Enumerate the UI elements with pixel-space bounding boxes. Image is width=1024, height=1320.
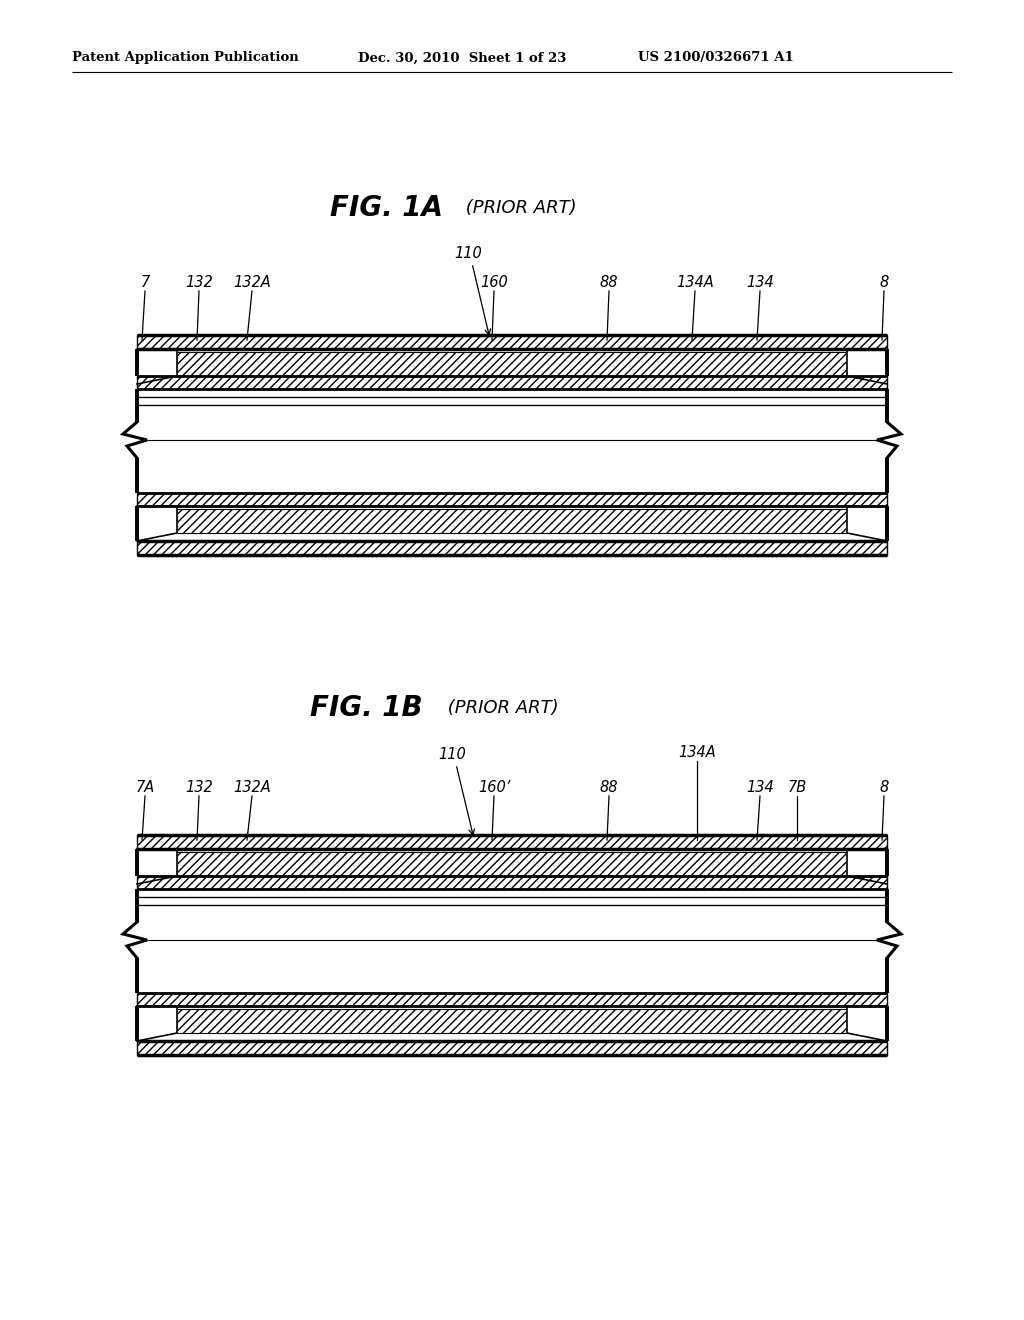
Bar <box>177 352 847 376</box>
Text: 132A: 132A <box>233 275 271 290</box>
Polygon shape <box>847 849 887 884</box>
Bar <box>137 993 887 1006</box>
Text: FIG. 1B: FIG. 1B <box>310 694 423 722</box>
Text: 160: 160 <box>480 275 508 290</box>
Bar <box>177 851 847 876</box>
Text: US 2100/0326671 A1: US 2100/0326671 A1 <box>638 51 794 65</box>
Text: 132: 132 <box>185 275 213 290</box>
Bar <box>137 1006 887 1034</box>
Bar <box>137 348 887 376</box>
Text: (PRIOR ART): (PRIOR ART) <box>442 700 559 717</box>
Text: 134A: 134A <box>678 744 716 760</box>
Text: Patent Application Publication: Patent Application Publication <box>72 51 299 65</box>
Bar <box>137 492 887 506</box>
Polygon shape <box>137 1006 177 1041</box>
Text: 134: 134 <box>746 780 774 795</box>
Text: Dec. 30, 2010  Sheet 1 of 23: Dec. 30, 2010 Sheet 1 of 23 <box>358 51 566 65</box>
Polygon shape <box>137 506 177 541</box>
Text: 134: 134 <box>746 275 774 290</box>
Text: 110: 110 <box>454 246 482 261</box>
Polygon shape <box>847 506 887 541</box>
Text: 8: 8 <box>880 780 889 795</box>
Bar <box>137 335 887 348</box>
Bar <box>137 506 887 533</box>
Bar <box>177 1008 847 1034</box>
Text: 7B: 7B <box>787 780 807 795</box>
Text: 134A: 134A <box>676 275 714 290</box>
Text: 8: 8 <box>880 275 889 290</box>
Text: 132A: 132A <box>233 780 271 795</box>
Text: 7: 7 <box>140 275 150 290</box>
Bar <box>177 510 847 533</box>
Text: 88: 88 <box>600 275 618 290</box>
Bar <box>137 876 887 888</box>
Polygon shape <box>847 1006 887 1041</box>
Text: 132: 132 <box>185 780 213 795</box>
Text: (PRIOR ART): (PRIOR ART) <box>460 199 577 216</box>
Bar <box>137 376 887 389</box>
Bar <box>137 1041 887 1055</box>
Bar <box>137 849 887 876</box>
Polygon shape <box>137 348 177 384</box>
Bar <box>137 836 887 849</box>
Text: 160’: 160’ <box>478 780 510 795</box>
Bar <box>137 541 887 554</box>
Polygon shape <box>137 849 177 884</box>
Text: FIG. 1A: FIG. 1A <box>330 194 443 222</box>
Text: 110: 110 <box>438 747 466 762</box>
Polygon shape <box>847 348 887 384</box>
Text: 7A: 7A <box>135 780 155 795</box>
Text: 88: 88 <box>600 780 618 795</box>
